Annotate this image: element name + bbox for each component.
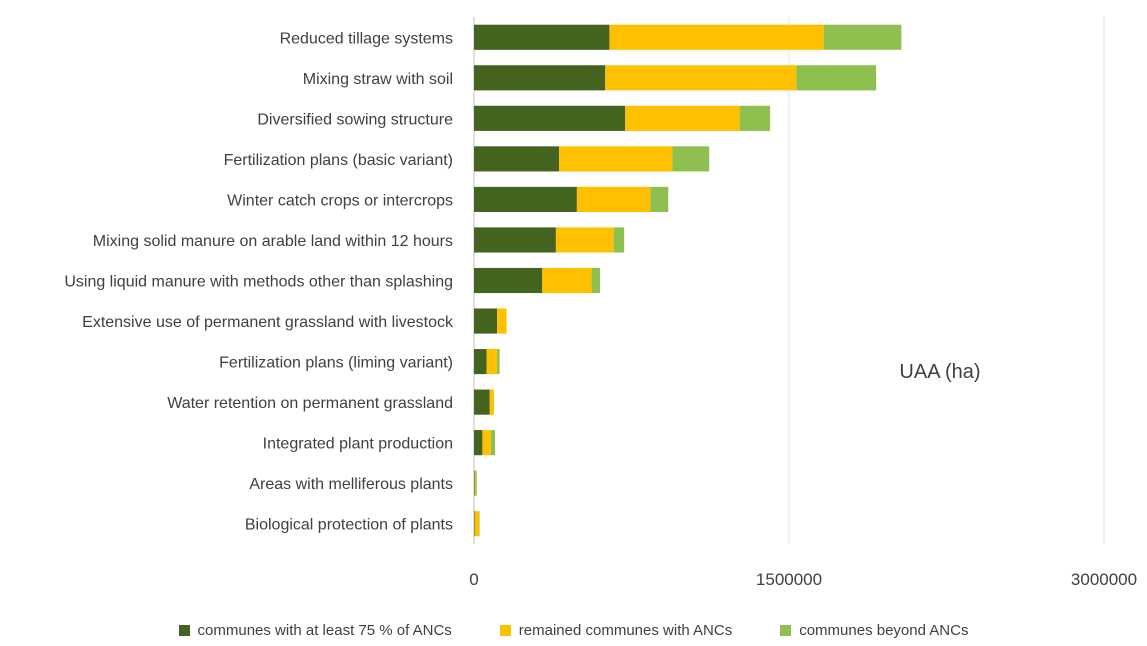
bar-segment-series-1 bbox=[474, 267, 543, 294]
bar-segment-series-3 bbox=[796, 65, 877, 91]
category-label: Extensive use of permanent grassland wit… bbox=[82, 314, 454, 331]
bar-segment-series-1 bbox=[474, 186, 577, 212]
bar-segment-series-2 bbox=[486, 349, 498, 375]
bar-marks bbox=[474, 24, 902, 537]
bar-segment-series-2 bbox=[542, 267, 592, 294]
category-label: Reduced tillage systems bbox=[280, 30, 453, 47]
bar-segment-series-1 bbox=[474, 308, 498, 334]
category-label: Using liquid manure with methods other t… bbox=[64, 274, 453, 291]
bar-segment-series-2 bbox=[555, 227, 614, 253]
bar-segment-series-2 bbox=[497, 308, 507, 334]
category-label: Fertilization plans (liming variant) bbox=[219, 355, 453, 372]
bar-segment-series-1 bbox=[474, 65, 606, 91]
bar-segment-series-2 bbox=[609, 24, 824, 50]
legend-item: remained communes with ANCs bbox=[499, 622, 733, 639]
category-label: Diversified sowing structure bbox=[257, 111, 453, 128]
bar-segment-series-1 bbox=[474, 389, 490, 415]
category-label: Integrated plant production bbox=[263, 436, 453, 453]
legend-label: remained communes with ANCs bbox=[518, 622, 733, 639]
bar-segment-series-3 bbox=[497, 349, 500, 375]
bar-segment-series-3 bbox=[823, 24, 902, 50]
unit-label: UAA (ha) bbox=[899, 361, 980, 383]
x-tick-label: 3000000 bbox=[1071, 570, 1137, 589]
x-tick-label: 1500000 bbox=[756, 570, 822, 589]
legend-swatch bbox=[499, 625, 511, 636]
category-label: Mixing solid manure on arable land withi… bbox=[93, 233, 453, 250]
bar-segment-series-3 bbox=[672, 146, 710, 172]
legend-item: communes beyond ANCs bbox=[780, 622, 968, 639]
bar-segment-series-1 bbox=[474, 470, 475, 496]
bar-segment-series-1 bbox=[474, 227, 556, 253]
bar-segment-series-2 bbox=[474, 470, 476, 496]
bar-segment-series-3 bbox=[650, 186, 669, 212]
category-label: Biological protection of plants bbox=[245, 517, 453, 534]
bar-segment-series-2 bbox=[605, 65, 797, 91]
bar-segment-series-2 bbox=[576, 186, 651, 212]
bar-segment-series-2 bbox=[474, 511, 480, 537]
category-label: Mixing straw with soil bbox=[303, 71, 453, 88]
category-labels: Reduced tillage systems Mixing straw with… bbox=[64, 30, 454, 533]
category-label: Areas with melliferous plants bbox=[249, 476, 453, 493]
category-label: Fertilization plans (basic variant) bbox=[224, 152, 453, 169]
legend-label: communes beyond ANCs bbox=[799, 622, 969, 639]
bar-segment-series-3 bbox=[475, 470, 477, 496]
bar-segment-series-1 bbox=[474, 430, 483, 456]
bar-segment-series-3 bbox=[490, 430, 495, 456]
legend-label: communes with at least 75 % of ANCs bbox=[197, 622, 452, 639]
bar-segment-series-3 bbox=[739, 105, 771, 131]
bar-segment-series-3 bbox=[591, 267, 600, 294]
x-axis-tick-labels: 0 1500000 3000000 bbox=[469, 570, 1137, 589]
bar-segment-series-1 bbox=[474, 105, 626, 131]
legend-swatch bbox=[178, 625, 190, 636]
bar-segment-series-2 bbox=[482, 430, 491, 456]
bar-segment-series-1 bbox=[474, 24, 610, 50]
bar-segment-series-2 bbox=[559, 146, 673, 172]
category-label: Winter catch crops or intercrops bbox=[227, 192, 453, 209]
legend-swatch bbox=[780, 625, 792, 636]
bar-segment-series-2 bbox=[625, 105, 740, 131]
legend-item: communes with at least 75 % of ANCs bbox=[178, 622, 452, 639]
category-label: Water retention on permanent grassland bbox=[167, 395, 453, 412]
bar-segment-series-1 bbox=[474, 349, 487, 375]
bar-segment-series-3 bbox=[613, 227, 625, 253]
bar-segment-series-1 bbox=[474, 511, 475, 537]
bar-segment-series-1 bbox=[474, 146, 560, 172]
bar-segment-series-2 bbox=[489, 389, 494, 415]
x-tick-label: 0 bbox=[469, 570, 478, 589]
legend: communes with at least 75 % of ANCs remai… bbox=[0, 622, 1147, 639]
